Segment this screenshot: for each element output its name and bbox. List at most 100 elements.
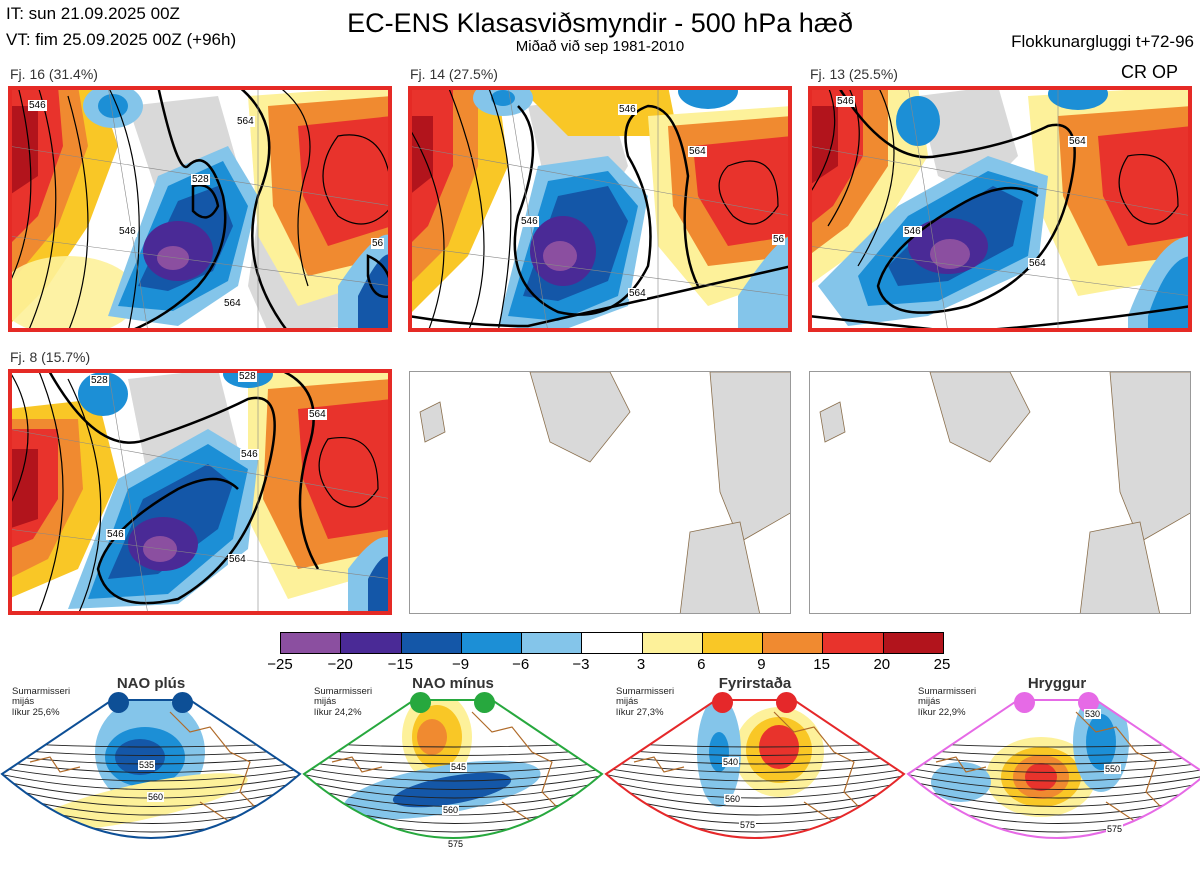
colorbar-tick-label: −3 (572, 656, 590, 673)
contour-label: 546 (618, 104, 637, 115)
regime-contour-label: 545 (450, 762, 468, 772)
regime-outline (302, 699, 604, 839)
height-contour (606, 759, 904, 773)
contour-label: 564 (228, 554, 247, 565)
contour-label: 528 (238, 371, 257, 382)
colorbar-segment (702, 633, 764, 653)
contour-label: 546 (240, 449, 259, 460)
regime-contour-label: 575 (1106, 824, 1124, 834)
colorbar-tick-label: −6 (512, 656, 530, 673)
regime-contour-label: 535 (138, 760, 156, 770)
contour-label: 564 (236, 116, 255, 127)
colorbar-segment (281, 633, 342, 653)
cluster-map-3: 546 546 564 564 (808, 86, 1192, 332)
height-contour (304, 771, 602, 790)
height-contour (606, 765, 904, 782)
regime-season: Sumarmisseri (12, 686, 71, 697)
contour-label: 564 (308, 409, 327, 420)
contour-label: 564 (628, 288, 647, 299)
init-time: IT: sun 21.09.2025 00Z (6, 4, 180, 23)
height-contour (908, 771, 1200, 790)
cluster-map-4: 528 528 546 564 564 546 (8, 369, 392, 615)
colorbar-tick-label: 9 (757, 656, 766, 673)
regime-type: mijás (616, 696, 639, 707)
contour-label: 528 (90, 375, 109, 386)
colorbar-segment (461, 633, 523, 653)
colorbar-tick-label: −20 (327, 656, 353, 673)
regime-type: mijás (918, 696, 941, 707)
regime-outline (906, 699, 1200, 839)
regime-contour-label: 560 (147, 792, 165, 802)
valid-time: VT: fim 25.09.2025 00Z (+96h) (6, 30, 237, 49)
classification-window: Flokkunargluggi t+72-96 (1011, 32, 1194, 51)
cluster-map-1: 546 528 564 546 564 56 (8, 86, 392, 332)
contour-label: 56 (371, 238, 385, 249)
regime-name: Fyrirstaða (718, 675, 792, 692)
regime-marker-dot (172, 692, 193, 713)
colorbar-segment (883, 633, 943, 653)
regime-marker-dot (776, 692, 797, 713)
height-contour (2, 765, 300, 782)
colorbar-segment (823, 633, 884, 653)
anomaly-shading (931, 762, 991, 802)
colorbar-tick-label: 25 (933, 656, 951, 673)
chart-subtitle: Miðað við sep 1981-2010 (515, 38, 685, 55)
regime-panel: NAO mínus Sumarmisseri mijás líkur 24,2% 545… (302, 672, 604, 871)
contour-label: 546 (520, 216, 539, 227)
contour-label: 564 (1028, 258, 1047, 269)
regime-panel: NAO plús Sumarmisseri mijás líkur 25,6% 535 5… (0, 672, 302, 871)
height-contour (908, 759, 1200, 773)
colorbar-tick-label: 20 (873, 656, 891, 673)
regime-marker-dot (474, 692, 495, 713)
regime-contour-label: 530 (1084, 709, 1102, 719)
regime-type: mijás (314, 696, 337, 707)
height-contour (2, 759, 300, 773)
regime-marker-dot (1078, 692, 1099, 713)
height-contour (908, 765, 1200, 782)
regime-contour-label: 560 (724, 794, 742, 804)
regime-name: NAO mínus (412, 675, 494, 692)
colorbar-tick-label: 6 (697, 656, 706, 673)
anomaly-shading (1025, 763, 1057, 791)
colorbar-segment (401, 633, 462, 653)
chart-title: EC-ENS Klasasviðsmyndir - 500 hPa hæð (347, 8, 853, 38)
regime-season: Sumarmisseri (918, 686, 977, 697)
regime-contour-label: 540 (722, 757, 740, 767)
contour-label: 546 (836, 96, 855, 107)
empty-map-1 (409, 371, 791, 614)
colorbar-segment (582, 633, 643, 653)
regime-contour-label: 575 (739, 820, 757, 830)
regime-panel: Fyrirstaða Sumarmisseri mijás líkur 27,3% 54… (604, 672, 906, 871)
height-contour (304, 765, 602, 782)
height-contour (908, 777, 1200, 799)
regime-probability: líkur 25,6% (12, 707, 60, 718)
anomaly-shading (32, 773, 248, 831)
cluster-map-2: 546 546 564 564 56 (408, 86, 792, 332)
regime-type: mijás (12, 696, 35, 707)
height-contour (606, 777, 904, 799)
contour-label: 564 (223, 298, 242, 309)
empty-map-2 (809, 371, 1191, 614)
regime-panel: Hryggur Sumarmisseri mijás líkur 22,9% 530 55… (906, 672, 1200, 871)
contour-label: 528 (191, 174, 210, 185)
anomaly-shading (392, 772, 512, 808)
colorbar-tick-label: 15 (813, 656, 830, 673)
contour-label: 546 (28, 100, 47, 111)
anomaly-shading (1086, 714, 1116, 770)
regime-contour-label: 575 (447, 839, 465, 849)
regime-probability: líkur 24,2% (314, 707, 362, 718)
crop-label: CR OP (1120, 62, 1178, 82)
cluster-label-4: Fj. 8 (15.7%) (10, 349, 91, 365)
regime-probability: líkur 27,3% (616, 707, 664, 718)
regime-season: Sumarmisseri (314, 686, 373, 697)
contour-label: 546 (106, 529, 125, 540)
regime-outline (604, 699, 906, 839)
regime-name: NAO plús (116, 675, 186, 692)
regime-contour-label: 560 (442, 805, 460, 815)
regime-marker-dot (108, 692, 129, 713)
regime-season: Sumarmisseri (616, 686, 675, 697)
cluster-label-1: Fj. 16 (31.4%) (10, 66, 98, 82)
colorbar-segment (763, 633, 824, 653)
contour-label: 56 (772, 234, 786, 245)
cluster-label-3: Fj. 13 (25.5%) (810, 66, 898, 82)
